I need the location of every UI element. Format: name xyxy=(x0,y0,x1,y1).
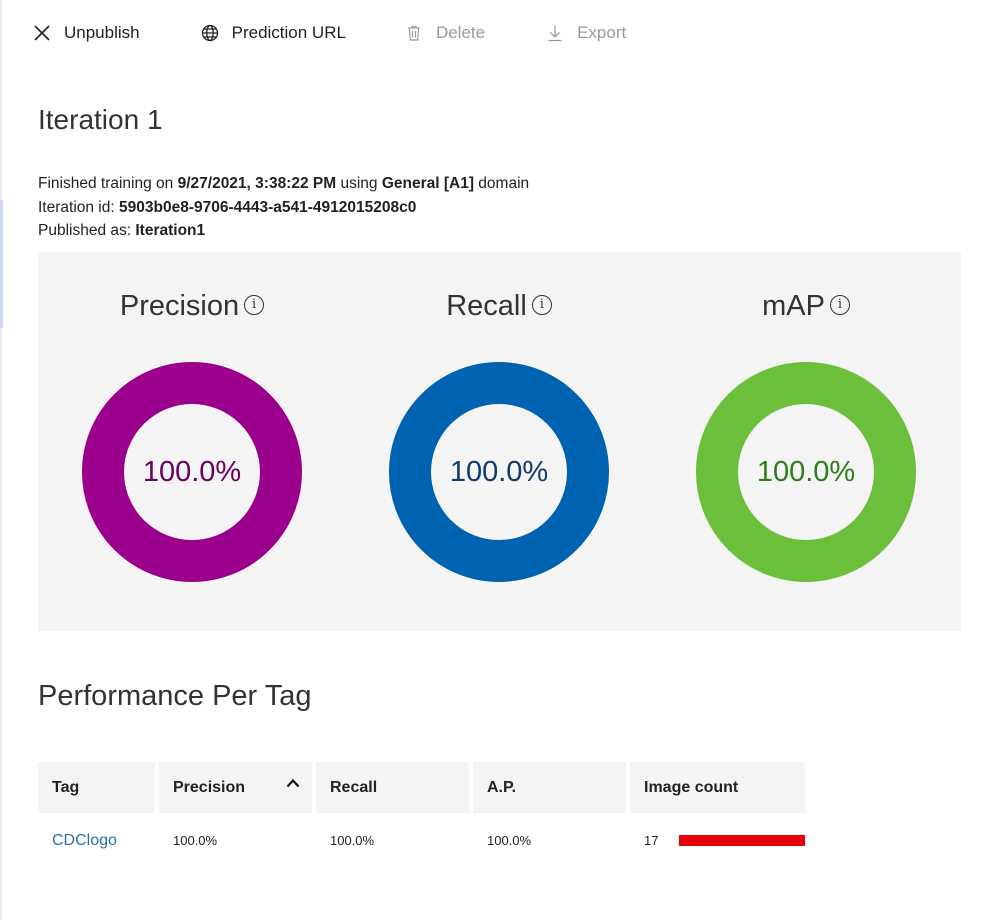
performance-table: Tag Precision Recall A.P. Image count CD… xyxy=(38,762,809,867)
delete-label: Delete xyxy=(435,23,486,42)
domain-suffix: domain xyxy=(474,175,530,192)
table-row: CDClogo 100.0% 100.0% 100.0% 17 xyxy=(38,813,809,867)
command-bar: Unpublish Prediction URL Delete Export xyxy=(32,20,626,46)
using-text: using xyxy=(336,175,382,192)
column-header-image-count[interactable]: Image count xyxy=(630,762,805,813)
unpublish-label: Unpublish xyxy=(64,23,140,42)
domain-name: General [A1] xyxy=(381,175,474,192)
column-header-ap[interactable]: A.P. xyxy=(473,762,626,813)
performance-title: Performance Per Tag xyxy=(38,680,312,712)
unpublish-button[interactable]: Unpublish xyxy=(32,23,140,43)
row-ap: 100.0% xyxy=(487,832,532,848)
precision-title: Precision i xyxy=(42,290,342,323)
recall-label: Recall xyxy=(446,290,527,322)
row-precision: 100.0% xyxy=(173,832,218,848)
export-button[interactable]: Export xyxy=(545,23,626,43)
row-recall: 100.0% xyxy=(330,832,375,848)
column-header-precision[interactable]: Precision xyxy=(159,762,312,813)
info-icon[interactable]: i xyxy=(244,295,265,316)
column-header-tag[interactable]: Tag xyxy=(38,762,155,813)
published-value: Iteration1 xyxy=(135,222,206,239)
published-label: Published as: xyxy=(38,222,136,239)
map-title: mAP i xyxy=(656,290,956,323)
info-icon[interactable]: i xyxy=(531,295,552,316)
metrics-panel: Precision i 100.0% Recall i 100.0% mAP i xyxy=(38,252,961,631)
precision-donut: 100.0% xyxy=(82,362,302,582)
column-header-precision-label: Precision xyxy=(173,778,246,796)
info-icon[interactable]: i xyxy=(829,295,850,316)
map-ring xyxy=(696,362,916,582)
recall-ring xyxy=(389,362,609,582)
globe-icon xyxy=(200,23,220,43)
map-value: 100.0% xyxy=(756,455,856,488)
finished-date: 9/27/2021, 3:38:22 PM xyxy=(177,175,337,192)
export-label: Export xyxy=(577,23,627,42)
recall-value: 100.0% xyxy=(449,455,549,488)
trash-icon xyxy=(404,23,424,43)
close-icon xyxy=(32,23,52,43)
precision-value: 100.0% xyxy=(142,455,242,488)
iteration-id-line: Iteration id: 5903b0e8-9706-4443-a541-49… xyxy=(38,196,529,220)
left-selection-accent xyxy=(0,200,3,328)
table-header: Tag Precision Recall A.P. Image count xyxy=(38,762,809,813)
prediction-url-label: Prediction URL xyxy=(231,23,346,42)
image-count-value: 17 xyxy=(644,832,659,848)
iteration-id-value: 5903b0e8-9706-4443-a541-4912015208c0 xyxy=(119,198,417,216)
precision-label: Precision xyxy=(119,290,240,322)
precision-ring xyxy=(82,362,302,582)
delete-button[interactable]: Delete xyxy=(404,23,485,43)
map-label: mAP xyxy=(762,290,825,322)
recall-donut: 100.0% xyxy=(389,362,609,582)
row-image-count: 17 xyxy=(630,813,805,867)
sort-ascending-icon xyxy=(286,778,300,788)
iteration-info: Finished training on 9/27/2021, 3:38:22 … xyxy=(38,172,529,243)
left-edge-divider xyxy=(0,0,2,920)
recall-title: Recall i xyxy=(349,290,649,323)
iteration-id-label: Iteration id: xyxy=(38,198,119,216)
prediction-url-button[interactable]: Prediction URL xyxy=(200,23,346,43)
map-donut: 100.0% xyxy=(696,362,916,582)
download-icon xyxy=(545,23,565,43)
column-header-recall[interactable]: Recall xyxy=(316,762,469,813)
image-count-bar xyxy=(679,834,805,846)
tag-link[interactable]: CDClogo xyxy=(52,832,117,849)
finished-prefix: Finished training on xyxy=(38,175,178,192)
published-line: Published as: Iteration1 xyxy=(38,219,529,243)
training-info-line: Finished training on 9/27/2021, 3:38:22 … xyxy=(38,172,529,196)
iteration-title: Iteration 1 xyxy=(38,104,163,135)
